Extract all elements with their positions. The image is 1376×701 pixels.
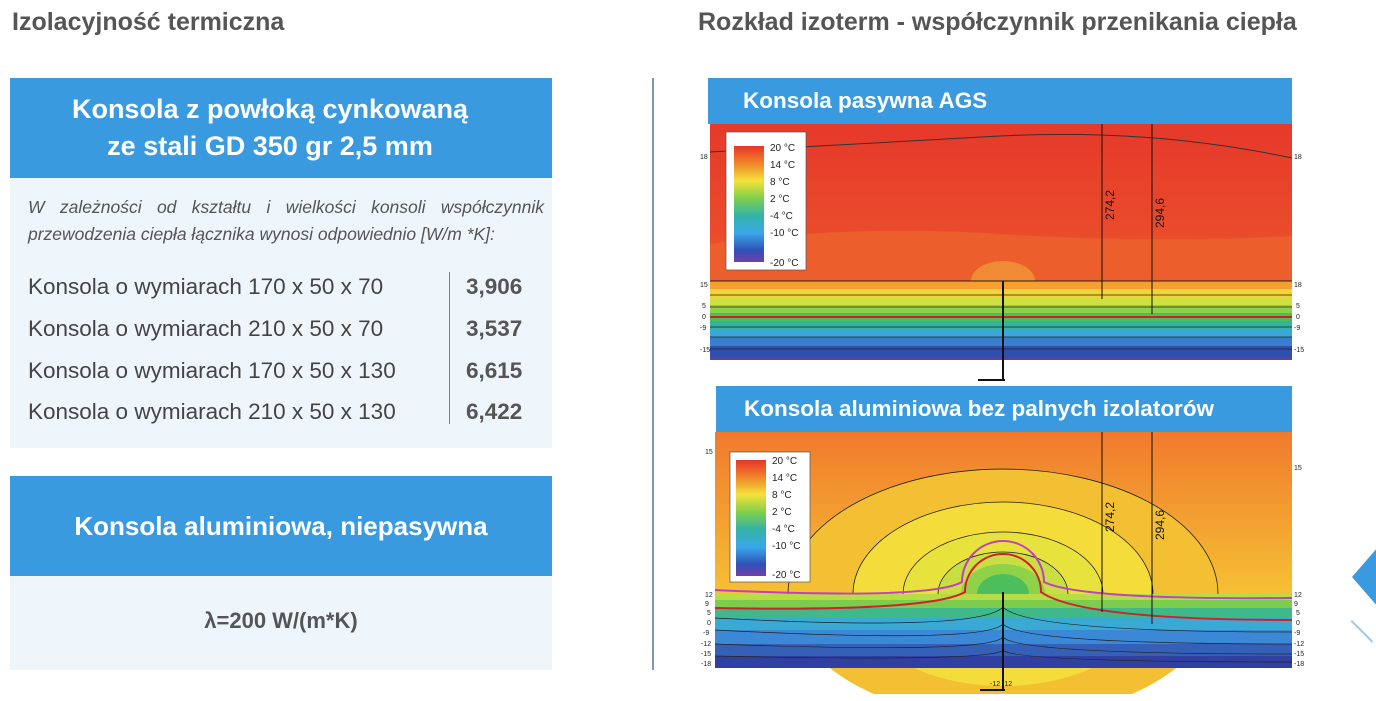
legend-label: 20 °C — [772, 456, 797, 467]
tick-label: -9 — [700, 325, 706, 332]
tick-label: 0 — [1296, 314, 1300, 321]
ags-map-heading: Konsola pasywna AGS — [708, 78, 1292, 124]
aluminium-console-heading: Konsola aluminiowa, niepasywna — [10, 476, 552, 576]
row-label: Konsola o wymiarach 210 x 50 x 130 — [28, 399, 396, 424]
aluminium-map-heading: Konsola aluminiowa bez palnych izolatoró… — [716, 386, 1292, 432]
tick-label: 9 — [705, 601, 709, 608]
tick-label: 18 — [1294, 282, 1302, 289]
row-value: 6,615 — [466, 358, 523, 383]
tick-label: -18 — [701, 661, 711, 668]
tick-label: -9 — [1294, 325, 1300, 332]
row-value: 6,422 — [466, 399, 523, 424]
table-divider — [449, 272, 450, 424]
legend-label: -20 °C — [772, 570, 800, 581]
dimension-label: 294,6 — [1153, 510, 1167, 540]
table-row: Konsola o wymiarach 170 x 50 x 130 6,615 — [28, 350, 542, 390]
tick-label: 15 — [705, 449, 713, 456]
legend-label: 14 °C — [772, 473, 797, 484]
tick-label: 5 — [702, 303, 706, 310]
tick-label: 18 — [1294, 154, 1302, 161]
warm-zone-lower — [710, 230, 1292, 281]
row-label: Konsola o wymiarach 210 x 50 x 70 — [28, 316, 384, 341]
tick-label: -15 — [700, 347, 710, 354]
legend-label: 14 °C — [770, 160, 795, 171]
tick-label: -9 — [703, 630, 709, 637]
legend-label: 8 °C — [772, 490, 792, 501]
zero-isotherm — [714, 553, 1293, 621]
page-title-right: Rozkład izoterm - współczynnik przenikan… — [698, 8, 1297, 36]
tick-label: -18 — [1294, 661, 1304, 668]
row-label: Konsola o wymiarach 170 x 50 x 130 — [28, 358, 396, 383]
tick-label: 12 — [705, 592, 713, 599]
tick-label: -15 — [1294, 347, 1304, 354]
steel-heading-line2: ze stali GD 350 gr 2,5 mm — [107, 131, 433, 161]
tick-label: 9 — [1294, 601, 1298, 608]
tick-label: -12 — [1294, 641, 1304, 648]
row-value: 3,906 — [466, 274, 523, 299]
dimension-label: 274,2 — [1103, 190, 1117, 220]
vertical-separator — [652, 78, 654, 670]
legend-label: 2 °C — [770, 194, 790, 205]
legend-label: 20 °C — [770, 143, 795, 154]
tick-label: 18 — [700, 154, 708, 161]
steel-console-heading: Konsola z powłoką cynkowaną ze stali GD … — [10, 78, 552, 178]
legend-label: -4 °C — [772, 524, 795, 535]
row-label: Konsola o wymiarach 170 x 50 x 70 — [28, 274, 384, 299]
tick-label: 0 — [707, 620, 711, 627]
tick-label: 5 — [1296, 303, 1300, 310]
steel-console-panel: W zależności od kształtu i wielkości kon… — [10, 178, 552, 448]
legend-label: -10 °C — [770, 228, 798, 239]
tick-label: 0 — [702, 314, 706, 321]
carousel-prev-arrow-icon[interactable] — [1352, 547, 1376, 607]
tick-label: -12 — [701, 641, 711, 648]
tick-label: -9 — [1294, 630, 1300, 637]
carousel-arrow-line-icon — [1350, 620, 1374, 643]
tick-label: 15 — [700, 282, 708, 289]
table-row: Konsola o wymiarach 170 x 50 x 70 3,906 — [28, 266, 542, 306]
steel-description: W zależności od kształtu i wielkości kon… — [28, 197, 544, 244]
tick-label: -15 — [1294, 651, 1304, 658]
tick-label: 12 — [1294, 592, 1302, 599]
steel-heading-line1: Konsola z powłoką cynkowaną — [71, 94, 469, 124]
tick-label: 15 — [1294, 465, 1302, 472]
dimension-label: 294,6 — [1153, 198, 1167, 228]
page-title-left: Izolacyjność termiczna — [12, 8, 285, 36]
dimension-label: 274,2 — [1103, 502, 1117, 532]
row-value: 3,537 — [466, 316, 523, 341]
ags-isotherm-map: 274,2 294,6 20 °C 14 °C 8 °C 2 °C -4 °C … — [700, 124, 1304, 381]
table-row: Konsola o wymiarach 210 x 50 x 130 6,422 — [28, 391, 542, 431]
lambda-value: λ=200 W/(m*K) — [204, 608, 358, 633]
legend-label: 2 °C — [772, 507, 792, 518]
legend-label: -20 °C — [770, 258, 798, 269]
tick-label: 0 — [1296, 620, 1300, 627]
legend-label: 8 °C — [770, 177, 790, 188]
aluminium-isotherm-map: 274,2 294,6 20 °C 14 °C 8 °C 2 °C -4 °C … — [701, 432, 1304, 694]
tick-label: 5 — [707, 610, 711, 617]
legend-label: -4 °C — [770, 211, 793, 222]
tick-label: -12 -12 — [990, 681, 1012, 688]
table-row: Konsola o wymiarach 210 x 50 x 70 3,537 — [28, 308, 542, 348]
tick-label: 5 — [1296, 610, 1300, 617]
legend-label: -10 °C — [772, 541, 800, 552]
aluminium-console-panel: λ=200 W/(m*K) — [10, 576, 552, 670]
tick-label: -15 — [701, 651, 711, 658]
